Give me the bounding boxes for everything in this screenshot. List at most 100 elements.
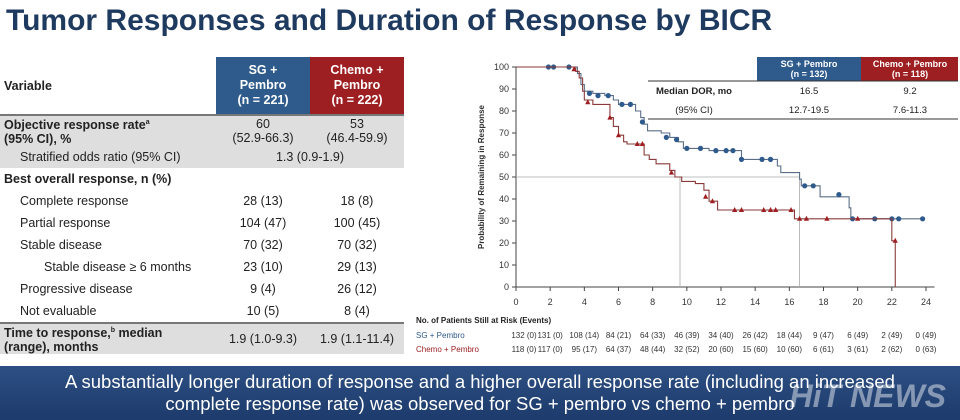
- risk-value: 132 (0): [511, 331, 537, 340]
- km-chart: 0 2 4 6 8 10 12 14 16 18 20 22 240102030405060708090…: [416, 57, 958, 354]
- x-tick-label: 12: [716, 297, 726, 307]
- chemo-censor-mark: [585, 99, 591, 105]
- risk-row-label: SG + Pembro: [416, 331, 465, 340]
- risk-value: 20 (60): [708, 345, 734, 354]
- risk-value: 26 (42): [742, 331, 768, 340]
- y-tick-label: 60: [499, 150, 509, 160]
- x-tick-label: 16: [784, 297, 794, 307]
- chemo-censor-mark: [738, 207, 745, 212]
- chemo-value: 100 (45): [333, 216, 381, 231]
- risk-value: 46 (39): [674, 331, 700, 340]
- inset-row-label: Median DOR, mo: [656, 86, 732, 97]
- sg-censor-mark: [836, 192, 842, 198]
- chemo-value: 26 (12): [337, 282, 377, 297]
- inset-sg-value: 12.7-19.5: [789, 105, 829, 116]
- inset-sg-value: 16.5: [800, 86, 819, 97]
- risk-value: 32 (52): [674, 345, 700, 354]
- sg-censor-mark: [896, 216, 902, 222]
- sg-censor-mark: [723, 148, 729, 154]
- sg-value: 9 (4): [250, 282, 276, 297]
- y-tick-label: 30: [499, 216, 509, 226]
- slide-title: Tumor Responses and Duration of Response…: [6, 4, 773, 37]
- risk-value: 84 (21): [606, 331, 632, 340]
- sg-censor-mark: [605, 93, 611, 99]
- sg-censor-mark: [738, 156, 745, 162]
- sg-censor-mark: [767, 156, 774, 162]
- chemo-value: 18 (8): [340, 194, 374, 209]
- chemo-censor-mark: [639, 141, 646, 146]
- inset-chemo-value: 9.2: [903, 86, 916, 97]
- x-tick-label: 4: [582, 297, 587, 307]
- chemo-value: 8 (4): [344, 304, 370, 319]
- risk-value: 2 (49): [881, 331, 902, 340]
- sg-censor-mark: [759, 156, 765, 162]
- risk-value: 95 (17): [572, 345, 598, 354]
- chemo-censor-mark: [761, 207, 767, 212]
- y-tick-label: 90: [499, 84, 509, 94]
- table-row: Not evaluable 10 (5) 8 (4): [0, 300, 404, 323]
- chemo-header: Chemo + Pembro (n = 222): [310, 57, 404, 115]
- inset-row-label: (95% CI): [675, 105, 712, 116]
- sg-censor-mark: [713, 148, 719, 154]
- ttr-row: Time to response,b median (range), months…: [0, 322, 404, 355]
- risk-value: 2 (62): [881, 345, 902, 354]
- sg-value: 104 (47): [239, 216, 287, 231]
- risk-value: 108 (14): [569, 331, 599, 340]
- chemo-value: 29 (13): [337, 260, 377, 275]
- sg-value: 23 (10): [243, 260, 283, 275]
- inset-chemo-header-text: Chemo + Pembro: [873, 59, 948, 69]
- sg-censor-mark: [684, 145, 690, 151]
- row-label: Complete response: [20, 194, 129, 209]
- risk-value: 34 (40): [708, 331, 734, 340]
- risk-value: 48 (44): [640, 345, 666, 354]
- sg-censor-mark: [595, 93, 601, 99]
- x-tick-label: 2: [548, 297, 553, 307]
- inset-chemo-header: [861, 57, 958, 81]
- risk-value: 6 (49): [847, 331, 868, 340]
- inset-sg-header-text: (n = 132): [791, 69, 828, 79]
- chemo-censor-mark: [615, 132, 622, 138]
- table-row: Progressive disease 9 (4) 26 (12): [0, 278, 404, 300]
- y-tick-label: 80: [499, 106, 509, 116]
- sg-censor-mark: [619, 101, 625, 107]
- sg-censor-mark: [919, 216, 926, 222]
- risk-value: 15 (60): [742, 345, 768, 354]
- row-label: Not evaluable: [20, 304, 97, 319]
- conclusion-banner: A substantially longer duration of respo…: [0, 366, 960, 420]
- chemo-curve: [516, 66, 896, 287]
- sg-censor-mark: [697, 145, 704, 151]
- inset-sg-header: [757, 57, 861, 81]
- chemo-censor-mark: [732, 207, 738, 212]
- chemo-censor-mark: [803, 215, 810, 221]
- sg-censor-mark: [802, 183, 808, 189]
- y-tick-label: 70: [499, 128, 509, 138]
- odds-row: Stratified odds ratio (95% CI) 1.3 (0.9-1…: [0, 146, 404, 169]
- sg-value: 28 (13): [243, 194, 283, 209]
- sg-value: 70 (32): [243, 238, 283, 253]
- table-row: Partial response 104 (47) 100 (45): [0, 212, 404, 234]
- risk-value: 18 (44): [777, 331, 803, 340]
- y-axis-label: Probability of Remaining in Response: [477, 104, 486, 249]
- chemo-censor-mark: [796, 215, 803, 221]
- x-tick-label: 22: [887, 297, 897, 307]
- risk-value: 9 (47): [813, 331, 834, 340]
- sg-value: 10 (5): [246, 304, 280, 319]
- chemo-censor-mark: [767, 207, 774, 212]
- sg-censor-mark: [673, 137, 680, 143]
- sg-censor-mark: [586, 90, 593, 96]
- row-label: Progressive disease: [20, 282, 133, 297]
- chemo-censor-mark: [892, 237, 898, 243]
- table-row: Stable disease ≥ 6 months 23 (10) 29 (13): [0, 256, 404, 278]
- risk-value: 6 (61): [813, 345, 834, 354]
- risk-value: 10 (60): [777, 345, 803, 354]
- y-tick-label: 20: [499, 238, 509, 248]
- chemo-censor-mark: [788, 207, 794, 212]
- orr-row: Objective response ratea (95% CI), % 60 (5…: [0, 113, 404, 147]
- variable-header: Variable: [4, 78, 52, 93]
- x-tick-label: 10: [682, 297, 692, 307]
- sg-censor-mark: [663, 134, 669, 140]
- risk-row-label: Chemo + Pembro: [416, 345, 479, 354]
- y-tick-label: 0: [504, 282, 509, 292]
- sg-censor-mark: [639, 119, 646, 125]
- y-tick-label: 40: [499, 194, 509, 204]
